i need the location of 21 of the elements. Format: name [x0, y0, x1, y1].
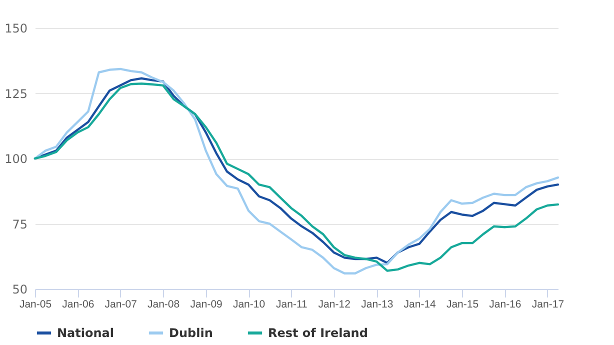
- x-tick-label: Jan-05: [19, 298, 52, 310]
- x-tick-label: Jan-09: [190, 298, 223, 310]
- x-tick-label: Jan-12: [318, 298, 351, 310]
- x-tick-label: Jan-13: [361, 298, 394, 310]
- x-tick-label: Jan-10: [232, 298, 266, 310]
- x-tick-label: Jan-15: [446, 298, 479, 310]
- x-tick-label: Jan-16: [489, 298, 522, 310]
- x-tick-label: Jan-11: [276, 298, 308, 310]
- y-tick-label: 125: [4, 86, 28, 101]
- legend-label: Rest of Ireland: [268, 326, 368, 340]
- y-tick-label: 150: [4, 22, 28, 36]
- legend-label: National: [57, 326, 114, 340]
- x-tick-label: Jan-06: [62, 298, 94, 310]
- y-tick-label: 100: [4, 152, 28, 166]
- x-tick-label: Jan-17: [532, 298, 564, 310]
- x-tick-label: Jan-14: [404, 298, 436, 310]
- y-tick-label: 75: [12, 217, 28, 232]
- x-tick-label: Jan-08: [147, 298, 180, 310]
- y-tick-label: 50: [12, 282, 28, 296]
- legend-label: Dublin: [169, 326, 213, 340]
- x-tick-label: Jan-07: [104, 298, 138, 310]
